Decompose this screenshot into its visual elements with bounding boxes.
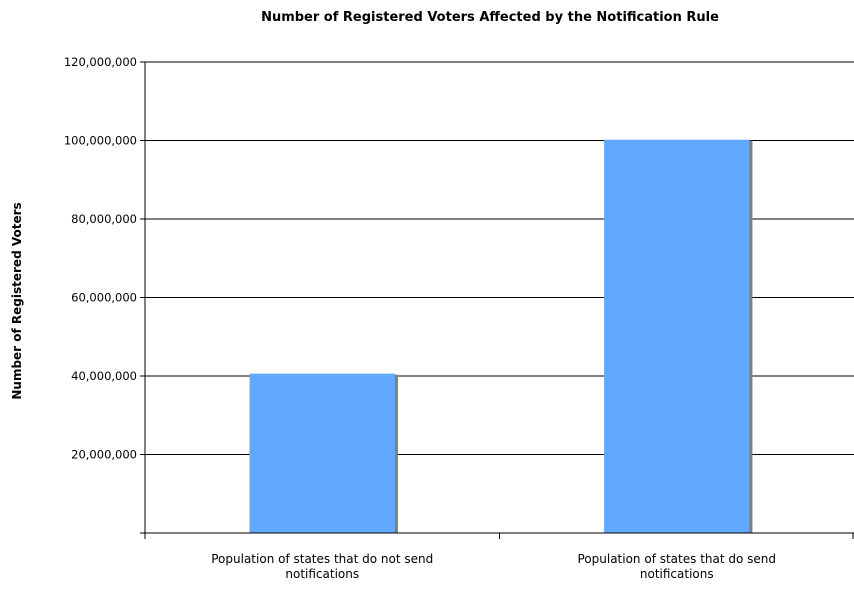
x-category-label-line: Population of states that do send [577, 552, 776, 566]
x-category-label: Population of states that do send notific… [577, 552, 776, 581]
axes [140, 61, 854, 539]
y-tick-label: 40,000,000 [71, 369, 137, 383]
y-tick-label: 120,000,000 [64, 55, 137, 69]
x-category-label-line: Population of states that do not send [211, 552, 433, 566]
x-category-label: Population of states that do not send not… [211, 552, 433, 581]
x-category-label-line: notifications [640, 567, 714, 581]
bar [249, 373, 395, 533]
bar [604, 139, 750, 533]
y-tick-label: 80,000,000 [71, 212, 137, 226]
bars [249, 139, 753, 533]
y-axis-label: Number of Registered Voters [10, 202, 24, 399]
y-tick-labels: 20,000,000 40,000,000 60,000,000 80,000,000… [64, 55, 137, 462]
y-tick-label: 60,000,000 [71, 291, 137, 305]
x-category-label-line: notifications [285, 567, 359, 581]
y-tick-label: 20,000,000 [71, 448, 137, 462]
x-category-labels: Population of states that do not send not… [211, 552, 776, 581]
chart-title: Number of Registered Voters Affected by … [261, 10, 719, 25]
y-tick-label: 100,000,000 [64, 134, 137, 148]
